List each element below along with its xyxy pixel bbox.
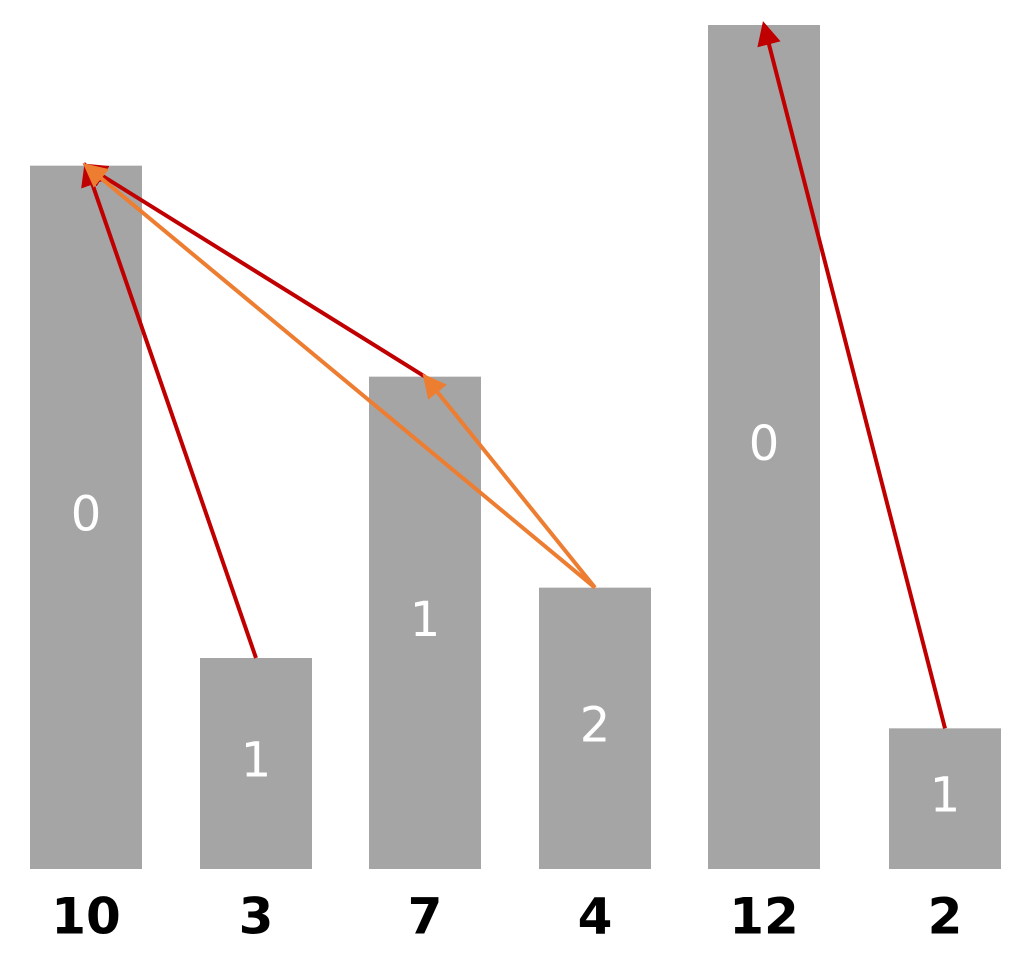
bar-label: 1 <box>930 768 961 824</box>
bar-value: 12 <box>729 888 799 946</box>
bar <box>369 376 481 869</box>
bar-value: 2 <box>928 888 963 946</box>
bar-label: 1 <box>410 592 441 648</box>
bar <box>200 658 312 869</box>
arrow <box>422 373 597 589</box>
arrow <box>81 161 258 659</box>
arrow <box>757 21 947 729</box>
bar-label: 0 <box>749 416 780 472</box>
bar-value: 10 <box>51 888 121 946</box>
bar <box>889 728 1001 869</box>
bar-label: 1 <box>241 733 272 789</box>
arrow <box>82 163 427 379</box>
bar-label: 0 <box>71 486 102 542</box>
bar-value: 3 <box>239 888 274 946</box>
bar <box>539 587 651 869</box>
bar-value: 4 <box>578 888 613 946</box>
bar-value: 7 <box>408 888 443 946</box>
bar-label: 2 <box>580 697 611 753</box>
bar <box>30 165 142 869</box>
arrow <box>82 163 597 590</box>
